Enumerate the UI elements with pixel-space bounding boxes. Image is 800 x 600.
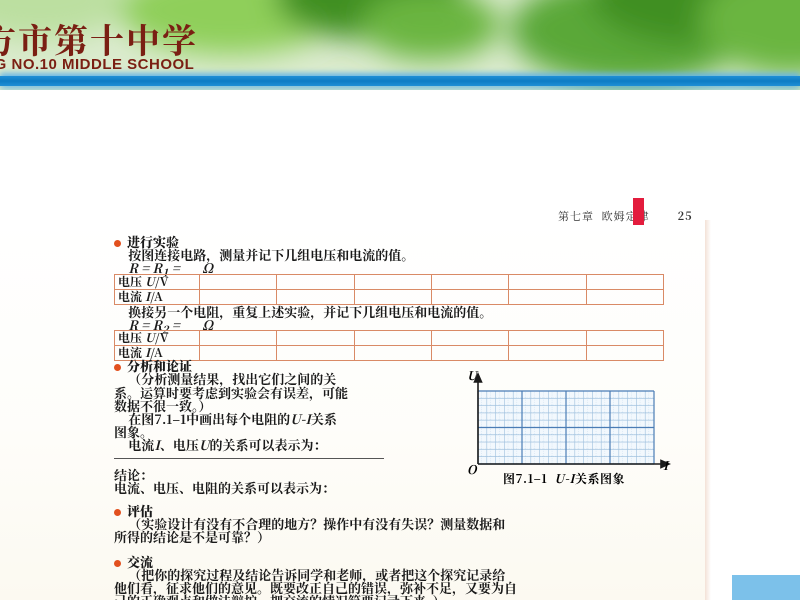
svg-text:O: O — [467, 461, 478, 478]
svg-text:I: I — [663, 457, 670, 474]
